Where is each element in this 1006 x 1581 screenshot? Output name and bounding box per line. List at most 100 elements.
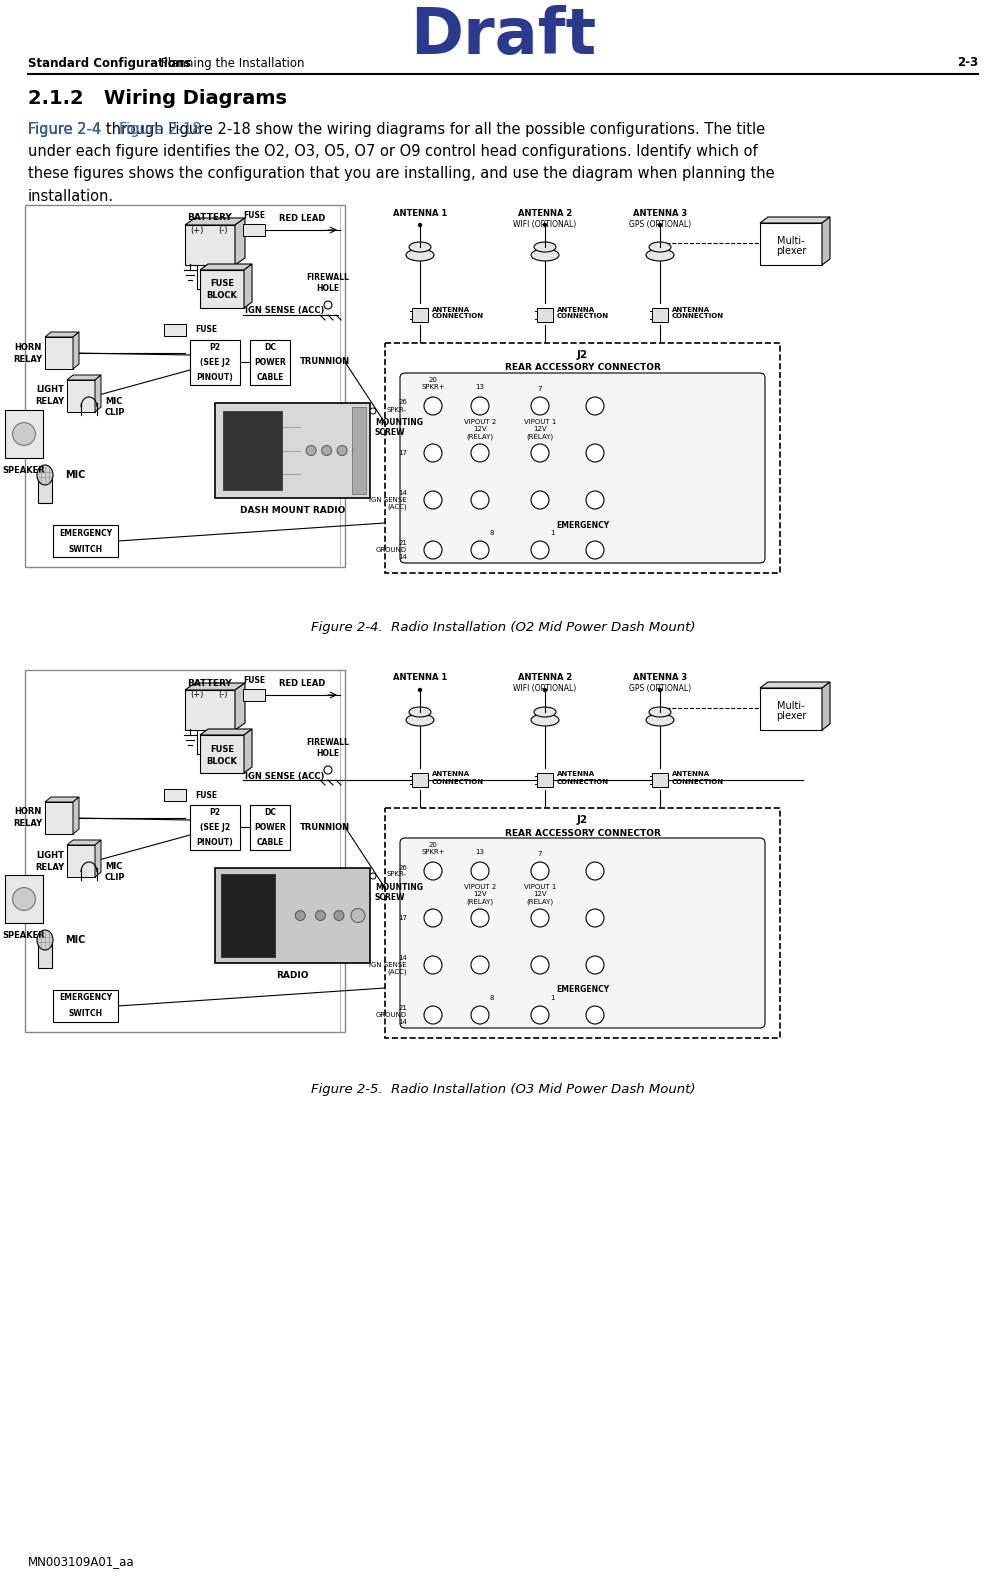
Text: 26
SPKR-: 26 SPKR- [387,865,407,877]
Circle shape [586,541,604,560]
Circle shape [370,408,376,414]
Polygon shape [200,729,252,735]
Text: LIGHT: LIGHT [36,851,64,860]
Circle shape [531,862,549,881]
Text: DASH MOUNT RADIO: DASH MOUNT RADIO [239,506,345,515]
Text: 1: 1 [549,994,554,1001]
Polygon shape [822,217,830,266]
Text: (+): (+) [190,226,203,234]
Bar [385,808,780,1039]
Circle shape [424,541,442,560]
Circle shape [531,541,549,560]
Text: FUSE: FUSE [242,677,265,685]
Text: J2: J2 [576,349,589,360]
Text: POWER: POWER [255,357,286,367]
Bar [53,525,118,557]
Circle shape [471,862,489,881]
Text: P2: P2 [209,808,220,817]
Bar [250,805,290,851]
Text: 7: 7 [538,386,542,392]
Text: FIREWALL
HOLE: FIREWALL HOLE [307,274,349,292]
Text: EMERGENCY: EMERGENCY [556,520,609,530]
Bar [190,805,240,851]
Text: 21
GROUND
14: 21 GROUND 14 [376,1006,407,1024]
Ellipse shape [646,248,674,261]
Text: 14
IGN SENSE
(ACC): 14 IGN SENSE (ACC) [369,490,407,511]
Text: DC: DC [264,343,276,353]
Text: MIC
CLIP: MIC CLIP [105,862,126,882]
Ellipse shape [649,707,671,718]
Circle shape [337,446,347,455]
Polygon shape [244,729,252,773]
Bar [38,941,52,968]
Text: (+): (+) [190,691,203,699]
Circle shape [531,397,549,414]
Bar [53,990,118,1021]
Circle shape [324,300,332,308]
Circle shape [471,444,489,462]
Text: POWER: POWER [255,824,286,832]
Text: DC: DC [264,808,276,817]
FancyBboxPatch shape [400,838,765,1028]
Circle shape [659,688,662,691]
Text: VIPOUT 2
12V
(RELAY): VIPOUT 2 12V (RELAY) [464,884,496,904]
Text: (-): (-) [218,691,227,699]
Bar [25,670,345,1032]
Bar [5,409,43,458]
Circle shape [424,957,442,974]
Text: Planning the Installation: Planning the Installation [157,57,305,70]
Circle shape [351,909,365,922]
Circle shape [13,887,35,911]
Circle shape [471,397,489,414]
Text: VIPOUT 1
12V
(RELAY): VIPOUT 1 12V (RELAY) [524,419,556,440]
Text: EMERGENCY: EMERGENCY [556,985,609,994]
Text: (-): (-) [218,226,227,234]
Text: CABLE: CABLE [257,838,284,847]
Text: Multi-: Multi- [778,236,805,247]
Circle shape [13,422,35,446]
Bar [45,337,73,368]
Text: SPEAKER: SPEAKER [3,931,45,941]
Text: GPS (OPTIONAL): GPS (OPTIONAL) [629,685,691,694]
Text: (SEE J2: (SEE J2 [200,824,230,832]
Text: ANTENNA 3: ANTENNA 3 [633,209,687,218]
Bar [250,340,290,386]
Text: P2: P2 [209,343,220,353]
Text: ANTENNA 2: ANTENNA 2 [518,209,572,218]
Text: Figure 2-4.  Radio Installation (O2 Mid Power Dash Mount): Figure 2-4. Radio Installation (O2 Mid P… [311,620,695,634]
Circle shape [471,492,489,509]
Circle shape [295,911,305,920]
Circle shape [586,492,604,509]
Circle shape [543,688,546,691]
Bar [385,343,780,572]
Circle shape [659,223,662,226]
Circle shape [352,446,362,455]
Bar [45,802,73,835]
Bar [185,225,235,266]
Text: Figure 2-5.  Radio Installation (O3 Mid Power Dash Mount): Figure 2-5. Radio Installation (O3 Mid P… [311,1083,695,1097]
Polygon shape [235,218,245,266]
Text: ANTENNA
CONNECTION: ANTENNA CONNECTION [432,772,484,784]
Text: PINOUT): PINOUT) [196,838,233,847]
Text: 2-3: 2-3 [957,57,978,70]
Text: 17: 17 [398,451,407,455]
Text: RELAY: RELAY [35,397,64,406]
Text: 8: 8 [490,530,494,536]
Text: WIFI (OPTIONAL): WIFI (OPTIONAL) [513,685,576,694]
Text: 14
IGN SENSE
(ACC): 14 IGN SENSE (ACC) [369,955,407,975]
Ellipse shape [409,242,431,251]
Circle shape [471,957,489,974]
Ellipse shape [409,707,431,718]
Text: J2: J2 [576,814,589,825]
Circle shape [306,446,316,455]
Text: 20
SPKR+: 20 SPKR+ [422,843,445,855]
Text: RADIO: RADIO [277,971,309,980]
Bar [164,789,186,802]
Circle shape [424,492,442,509]
Ellipse shape [531,715,559,726]
Text: ANTENNA
CONNECTION: ANTENNA CONNECTION [672,307,724,319]
Text: VIPOUT 2
12V
(RELAY): VIPOUT 2 12V (RELAY) [464,419,496,440]
Circle shape [531,492,549,509]
Circle shape [531,909,549,926]
Circle shape [316,911,325,920]
